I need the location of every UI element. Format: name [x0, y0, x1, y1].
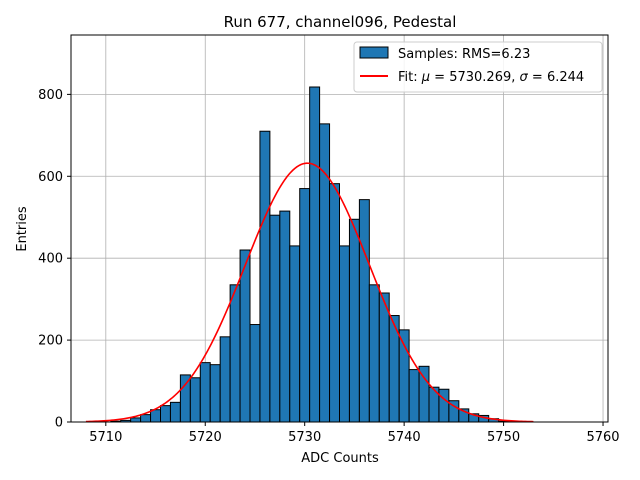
x-tick-label: 5750	[487, 430, 520, 445]
histogram-bar	[179, 374, 191, 423]
histogram-bar	[249, 324, 261, 423]
x-axis-label: ADC Counts	[301, 451, 379, 466]
plot-frame	[70, 34, 609, 423]
histogram-bar	[150, 409, 162, 423]
fit-curve	[85, 162, 534, 423]
y-tick-label: 0	[55, 416, 63, 431]
histogram-bar	[408, 369, 420, 423]
legend-samples-patch	[359, 46, 389, 59]
y-tick-label: 600	[38, 170, 63, 185]
y-tick-label: 400	[38, 252, 63, 267]
legend-box	[353, 41, 603, 93]
x-tick-label: 5730	[288, 430, 321, 445]
histogram-bar	[279, 210, 291, 423]
histogram-bar	[438, 388, 450, 423]
histogram-bar	[348, 218, 360, 423]
y-axis-ticks: 0 200 400 600 800	[38, 88, 71, 431]
legend-fit-mu-value: 5730.269	[449, 70, 511, 85]
legend-fit-eq2: =	[528, 70, 547, 85]
histogram-bar	[418, 365, 430, 423]
histogram-bar	[378, 292, 390, 423]
histogram-bar	[309, 86, 321, 423]
x-tick-label: 5740	[388, 430, 421, 445]
legend-fit-sigma-value: 6.244	[547, 70, 584, 85]
legend-fit-sep: ,	[511, 70, 519, 85]
legend-fit-label: Fit: μ = 5730.269, σ = 6.244	[398, 70, 584, 85]
histogram-bar	[229, 284, 241, 423]
y-tick-label: 800	[38, 88, 63, 103]
legend-fit-sigma-symbol: σ	[520, 70, 529, 85]
y-tick-label: 200	[38, 334, 63, 349]
legend-fit-mu-symbol: μ	[421, 70, 430, 85]
histogram-bar	[368, 284, 380, 423]
histogram-bar	[358, 199, 370, 423]
fit-curve-layer	[85, 162, 534, 423]
legend: Samples: RMS=6.23 Fit: μ = 5730.269, σ =…	[353, 41, 603, 93]
histogram-bar	[339, 245, 350, 423]
x-axis-ticks: 5710 5720 5730 5740 5750 5760	[89, 422, 620, 445]
histogram-bar	[299, 188, 311, 423]
x-tick-label: 5760	[586, 430, 619, 445]
legend-fit-eq1: =	[430, 70, 449, 85]
legend-fit-prefix: Fit:	[398, 70, 422, 85]
histogram-bar	[189, 377, 201, 423]
y-axis-label: Entries	[15, 206, 30, 252]
x-tick-label: 5720	[189, 430, 222, 445]
histogram-bar	[289, 245, 301, 423]
histogram-bars	[110, 86, 510, 423]
chart-title: Run 677, channel096, Pedestal	[224, 13, 457, 31]
histogram-bar	[130, 417, 142, 423]
histogram-bar	[199, 362, 211, 423]
histogram-bar	[160, 405, 171, 423]
histogram-bar	[140, 414, 152, 423]
x-tick-label: 5710	[89, 430, 122, 445]
legend-samples-label: Samples: RMS=6.23	[398, 47, 530, 62]
histogram-bar	[169, 401, 181, 423]
histogram-bar	[329, 183, 340, 423]
histogram-bar	[219, 336, 231, 423]
histogram-bar	[269, 214, 281, 423]
histogram-bar	[209, 364, 221, 423]
histogram-bar	[259, 130, 271, 423]
